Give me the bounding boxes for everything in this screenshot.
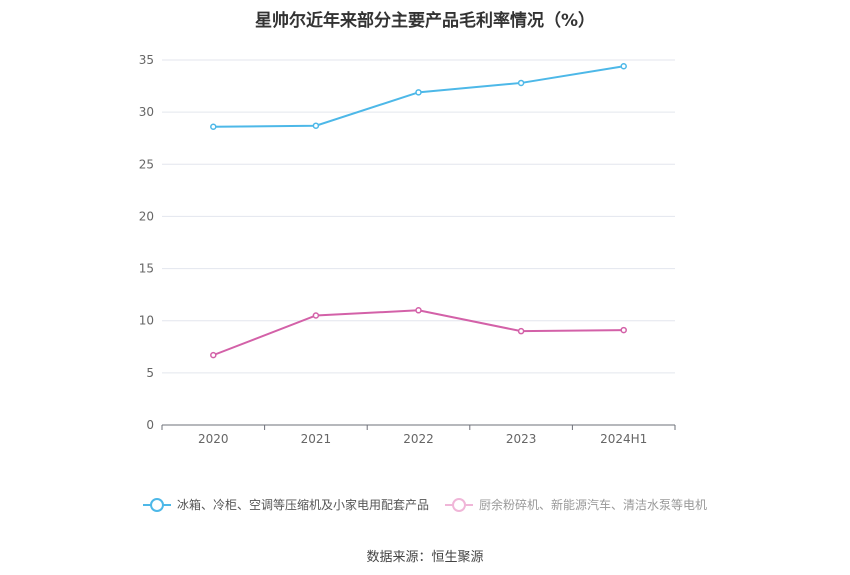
- y-tick-label: 0: [146, 418, 154, 432]
- y-tick-label: 5: [146, 366, 154, 380]
- x-tick-label: 2021: [301, 432, 332, 446]
- series-line-1: [213, 65, 624, 128]
- data-point: [210, 123, 217, 130]
- data-source: 数据来源：恒生聚源: [366, 550, 484, 565]
- data-point: [312, 312, 320, 319]
- data-point: [620, 326, 627, 334]
- data-point: [517, 327, 525, 335]
- legend-label-series-2: 厨余粉碎机、新能源汽车、清洁水泵等电机: [479, 498, 708, 512]
- y-tick-label: 10: [139, 314, 154, 328]
- legend-item-series-1[interactable]: 冰箱、冷柜、空调等压缩机及小家电用配套产品: [142, 496, 429, 513]
- x-tick-label: 2022: [403, 432, 434, 446]
- line-chart: 0 5 10 15 20 25 30 35 2020 2021 2022 2023 2024H1: [139, 53, 676, 446]
- data-point: [415, 307, 422, 314]
- x-tick-label: 2023: [506, 432, 537, 446]
- legend-swatch-series-1: [142, 497, 171, 512]
- data-point: [620, 63, 627, 70]
- y-tick-label: 15: [139, 262, 154, 276]
- legend-swatch-series-2: [445, 497, 473, 512]
- data-point: [517, 79, 525, 87]
- legend-item-series-2[interactable]: 厨余粉碎机、新能源汽车、清洁水泵等电机: [445, 496, 707, 513]
- data-point: [415, 89, 422, 96]
- series-line-2: [212, 309, 624, 357]
- data-point: [312, 122, 320, 129]
- y-tick-label: 20: [139, 209, 154, 223]
- y-tick-label: 25: [139, 157, 154, 171]
- x-tick-label: 2020: [198, 432, 229, 446]
- legend-label-series-1: 冰箱、冷柜、空调等压缩机及小家电用配套产品: [176, 498, 429, 512]
- data-point: [210, 351, 217, 359]
- y-tick-label: 35: [139, 53, 154, 67]
- y-tick-label: 30: [139, 105, 154, 119]
- x-tick-label: 2024H1: [600, 432, 647, 446]
- chart-legend: 冰箱、冷柜、空调等压缩机及小家电用配套产品 厨余粉碎机、新能源汽车、清洁水泵等电…: [0, 496, 850, 513]
- chart-title: 星帅尔近年来部分主要产品毛利率情况（%）: [254, 11, 596, 31]
